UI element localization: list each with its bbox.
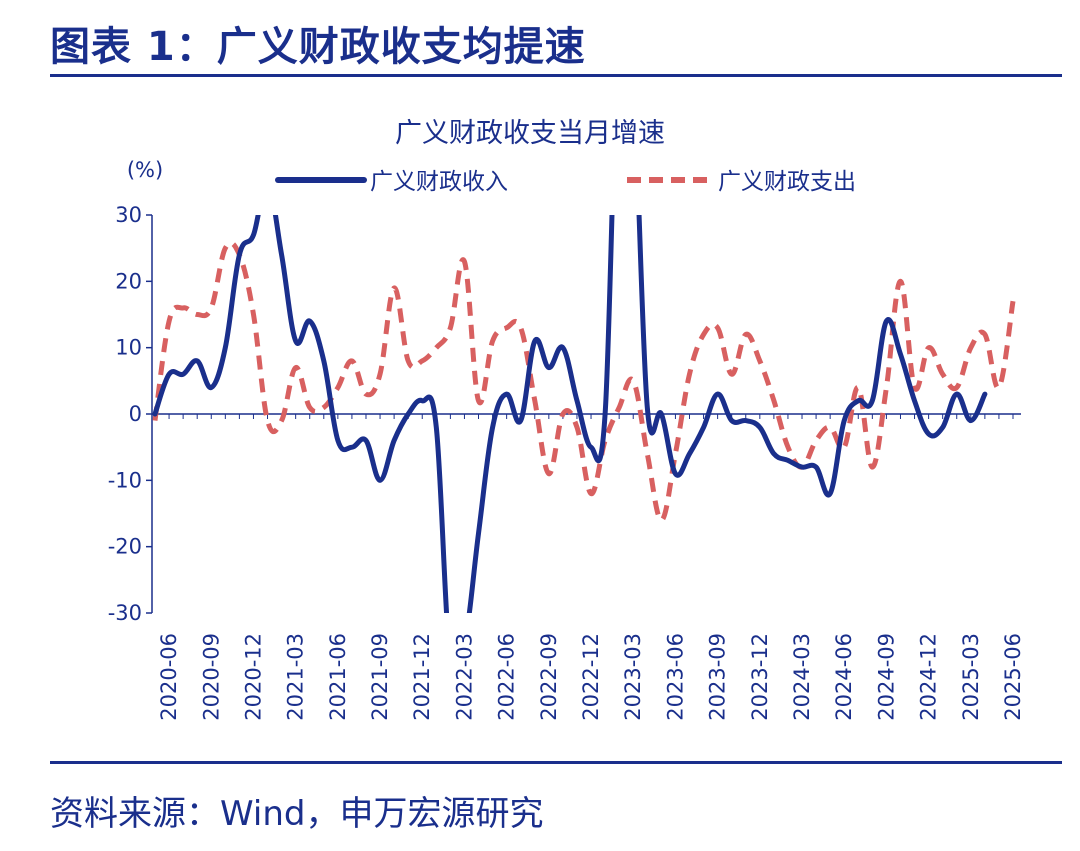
x-tick-label: 2022-06 — [495, 633, 519, 721]
x-tick-label: 2023-09 — [706, 633, 730, 721]
x-tick-label: 2025-03 — [959, 633, 983, 721]
legend-label-expenditure: 广义财政支出 — [718, 169, 856, 195]
y-axis-unit: (%) — [127, 158, 163, 182]
x-tick-label: 2021-12 — [410, 633, 434, 721]
x-tick-label: 2024-03 — [790, 633, 814, 721]
y-tick-label: -20 — [108, 535, 142, 559]
title-rule — [50, 74, 1062, 77]
x-tick-label: 2021-03 — [284, 633, 308, 721]
x-tick-label: 2021-06 — [326, 633, 350, 721]
x-tick-label: 2020-06 — [157, 633, 181, 721]
x-tick-label: 2023-12 — [748, 633, 772, 721]
y-tick-label: 20 — [115, 269, 142, 293]
y-tick-label: -30 — [108, 601, 142, 625]
series-layer — [152, 215, 1016, 613]
x-tick-label: 2024-09 — [874, 633, 898, 721]
figure-title: 图表 1：广义财政收支均提速 — [50, 24, 586, 70]
revenue-line — [152, 215, 988, 613]
x-tick-label: 2022-03 — [452, 633, 476, 721]
y-tick-label: 0 — [129, 402, 142, 426]
x-tick-label: 2024-12 — [917, 633, 941, 721]
x-tick-label: 2022-09 — [537, 633, 561, 721]
chart-title: 广义财政收支当月增速 — [395, 118, 665, 149]
y-tick-label: 30 — [115, 203, 142, 227]
x-tick-label: 2025-06 — [1001, 633, 1025, 721]
legend-label-revenue: 广义财政收入 — [370, 169, 508, 195]
x-tick-label: 2024-06 — [832, 633, 856, 721]
source-rule — [50, 761, 1062, 764]
y-tick-label: 10 — [115, 336, 142, 360]
expenditure-line — [152, 240, 1016, 523]
x-tick-label: 2020-12 — [241, 633, 265, 721]
legend: 广义财政收入 广义财政支出 — [275, 169, 856, 195]
axes: 30 20 10 0 -10 -20 -30 2020-06 2020-09 2020-12 202… — [108, 203, 1025, 721]
x-tick-label: 2022-12 — [579, 633, 603, 721]
x-tick-label: 2020-09 — [199, 633, 223, 721]
x-tick-label: 2023-06 — [663, 633, 687, 721]
x-tick-label: 2023-03 — [621, 633, 645, 721]
y-tick-label: -10 — [108, 468, 142, 492]
x-tick-label: 2021-09 — [368, 633, 392, 721]
source-note: 资料来源：Wind，申万宏源研究 — [50, 794, 544, 834]
